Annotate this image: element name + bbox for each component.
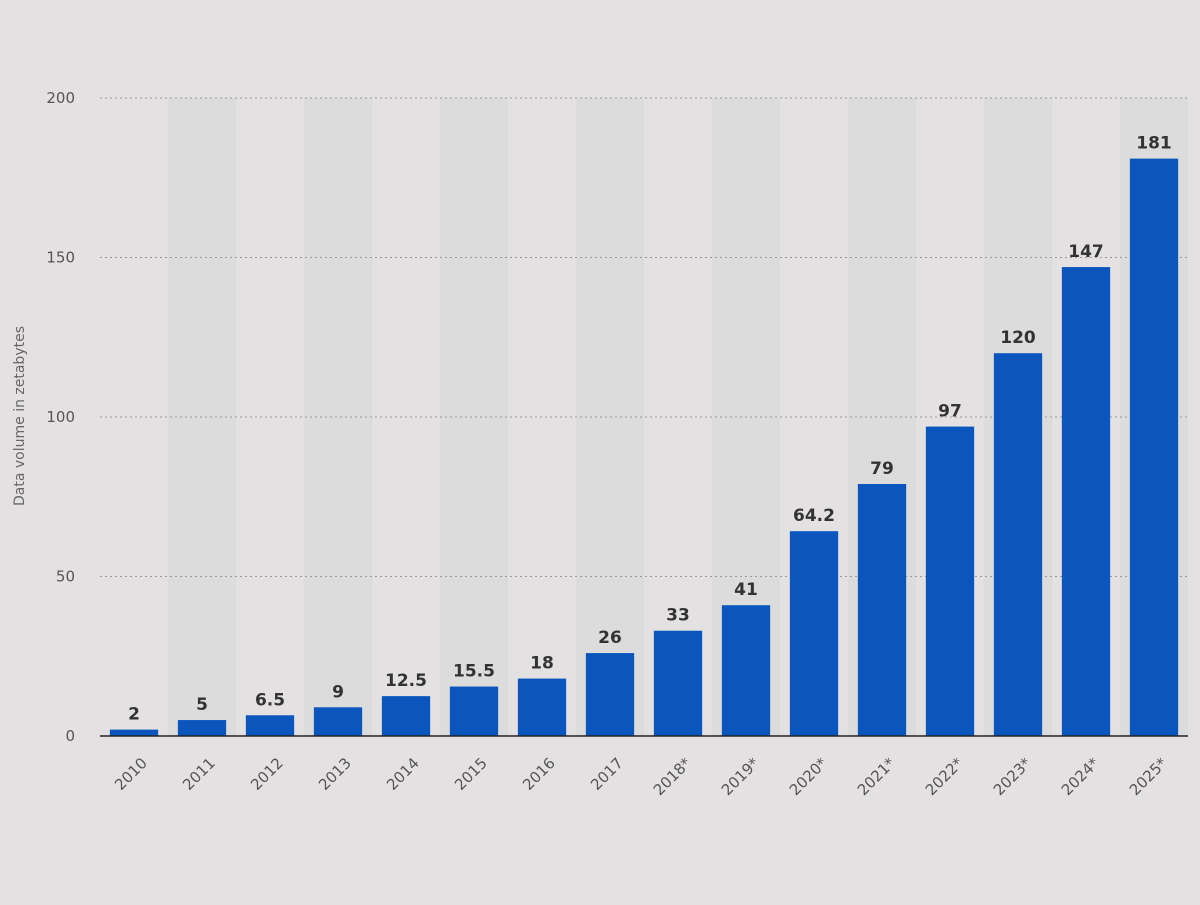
bar	[177, 720, 227, 736]
bar-value-label: 15.5	[453, 662, 495, 682]
x-tick-label: 2019*	[718, 754, 763, 799]
bar-value-label: 41	[734, 580, 758, 600]
bar-value-label: 33	[666, 606, 690, 626]
bar-value-label: 147	[1068, 242, 1104, 262]
bar	[1061, 267, 1111, 736]
x-tick-label: 2018*	[650, 754, 695, 799]
bar-value-label: 5	[196, 695, 208, 715]
bar	[381, 696, 431, 736]
bar	[585, 653, 635, 736]
x-tick-label: 2011	[179, 754, 219, 794]
x-tick-label: 2017	[587, 754, 627, 794]
bar-value-label: 6.5	[255, 690, 285, 710]
x-tick-label: 2023*	[990, 754, 1035, 799]
bar	[109, 729, 159, 736]
bar-value-label: 26	[598, 628, 622, 648]
x-tick-label: 2020*	[786, 754, 831, 799]
bar-value-label: 97	[938, 402, 962, 422]
x-tick-label: 2014	[383, 754, 423, 794]
x-tick-label: 2021*	[854, 754, 899, 799]
bar-value-label: 79	[870, 459, 894, 479]
bar	[857, 483, 907, 736]
bar-value-label: 181	[1136, 134, 1172, 154]
bar	[653, 630, 703, 736]
y-axis-ticks: 0 50 100 150 200	[46, 89, 75, 745]
y-tick-label: 0	[65, 727, 75, 745]
x-tick-label: 2013	[315, 754, 355, 794]
x-tick-label: 2025*	[1126, 754, 1171, 799]
bars	[109, 158, 1179, 737]
bar	[449, 686, 499, 736]
bar-value-labels: 2 5 6.5 9 12.5 15.5 18 26 33 41 64.2 79 97 120 147 181	[128, 134, 1172, 725]
bar-value-label: 18	[530, 654, 554, 674]
x-tick-label: 2022*	[922, 754, 967, 799]
x-tick-label: 2015	[451, 754, 491, 794]
bar-value-label: 120	[1000, 328, 1036, 348]
y-tick-label: 200	[46, 89, 75, 107]
x-tick-label: 2016	[519, 754, 559, 794]
y-tick-label: 150	[46, 249, 75, 267]
bar-value-label: 9	[332, 682, 344, 702]
bar	[789, 531, 839, 736]
bar	[245, 715, 295, 736]
bar	[721, 605, 771, 736]
x-axis-ticks: 2010 2011 2012 2013 2014 2015 2016 2017 2018* 201…	[111, 754, 1171, 799]
x-tick-label: 2010	[111, 754, 151, 794]
y-tick-label: 100	[46, 408, 75, 426]
x-tick-label: 2024*	[1058, 754, 1103, 799]
y-axis-title: Data volume in zetabytes	[12, 326, 28, 506]
bar-value-label: 2	[128, 705, 140, 725]
bar	[993, 353, 1043, 736]
x-tick-label: 2012	[247, 754, 287, 794]
bar-value-label: 12.5	[385, 671, 427, 691]
y-tick-label: 50	[56, 568, 75, 586]
bar	[517, 678, 567, 736]
bar	[313, 707, 363, 736]
bar	[1129, 158, 1179, 737]
bar-value-label: 64.2	[793, 506, 835, 526]
bar	[925, 426, 975, 736]
